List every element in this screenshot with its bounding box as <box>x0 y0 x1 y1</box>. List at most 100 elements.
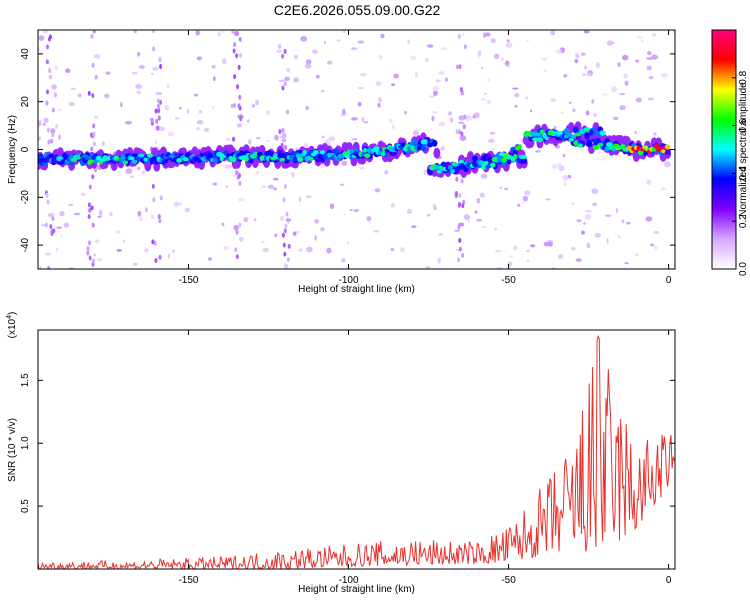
noise-speck <box>306 246 313 253</box>
noise-speck <box>274 233 278 238</box>
noise-column-speck <box>46 127 50 133</box>
noise-speck <box>278 79 286 82</box>
noise-column-speck <box>154 108 158 114</box>
noise-speck <box>400 247 405 253</box>
noise-speck <box>635 97 642 103</box>
heatmap-cell <box>577 143 583 148</box>
noise-column-speck <box>457 129 461 135</box>
noise-speck <box>448 111 452 116</box>
noise-speck <box>261 185 267 188</box>
plot-frame <box>37 329 676 570</box>
noise-speck <box>243 216 249 223</box>
heatmap-cell <box>199 152 204 157</box>
noise-speck <box>521 202 525 205</box>
noise-speck <box>594 232 601 238</box>
noise-speck <box>458 121 465 125</box>
noise-speck <box>327 60 333 65</box>
heatmap-cells <box>38 30 675 269</box>
heatmap-cell <box>636 145 641 151</box>
heatmap-cell <box>176 158 183 163</box>
noise-speck <box>314 218 320 224</box>
noise-speck <box>560 111 564 115</box>
noise-speck <box>336 39 341 42</box>
noise-speck <box>238 236 244 242</box>
noise-speck <box>358 167 366 170</box>
noise-speck <box>247 119 250 123</box>
noise-speck <box>480 173 488 179</box>
heatmap-cell <box>478 160 485 166</box>
noise-column-speck <box>47 265 51 269</box>
y-unit-base: (x10 <box>7 318 18 338</box>
noise-speck <box>320 163 325 169</box>
chart-title: C2E6.2026.055.09.00.G22 <box>274 2 441 18</box>
noise-speck <box>294 54 298 60</box>
noise-speck <box>150 72 154 75</box>
noise-speck <box>315 74 320 79</box>
noise-speck <box>423 169 426 175</box>
noise-speck <box>494 227 498 231</box>
noise-speck <box>166 82 170 89</box>
heatmap-cell <box>530 131 537 136</box>
noise-speck <box>583 222 587 225</box>
noise-speck <box>623 73 628 79</box>
noise-speck <box>196 56 203 61</box>
heatmap-cell <box>313 149 319 155</box>
noise-speck <box>304 64 312 69</box>
noise-speck <box>329 203 335 210</box>
noise-speck <box>51 84 57 90</box>
heatmap-cell <box>664 144 671 150</box>
noise-speck <box>426 57 429 63</box>
heatmap-cell <box>84 155 90 160</box>
noise-column-speck <box>463 44 467 50</box>
noise-speck <box>580 230 586 235</box>
plot-area <box>38 330 675 569</box>
noise-column-speck <box>90 33 94 39</box>
y-tick-label: 0.5 <box>20 499 31 513</box>
noise-speck <box>512 87 519 90</box>
heatmap-cell <box>501 157 507 163</box>
noise-speck <box>283 263 288 269</box>
noise-speck <box>172 249 175 254</box>
x-tick-label: -100 <box>338 575 358 586</box>
noise-speck <box>438 71 445 76</box>
noise-speck <box>50 128 56 134</box>
noise-column-speck <box>283 48 287 54</box>
noise-speck <box>198 110 203 114</box>
noise-speck <box>279 215 285 221</box>
noise-speck <box>459 135 467 141</box>
noise-speck <box>233 30 240 37</box>
noise-column-speck <box>283 251 287 257</box>
heatmap-cell <box>373 146 380 152</box>
noise-speck <box>412 130 420 136</box>
noise-speck <box>377 102 381 108</box>
noise-column-speck <box>232 102 236 108</box>
noise-speck <box>617 62 621 68</box>
noise-column-speck <box>91 93 95 99</box>
noise-column-speck <box>45 192 49 198</box>
noise-speck <box>562 153 566 158</box>
heatmap-cell <box>481 164 487 170</box>
heatmap-cell <box>664 148 671 156</box>
noise-speck <box>426 44 434 48</box>
noise-speck <box>109 211 113 216</box>
heatmap-cell <box>137 153 145 158</box>
heatmap-cell <box>490 162 496 168</box>
noise-speck <box>611 86 618 93</box>
noise-speck <box>500 57 505 62</box>
noise-speck <box>474 210 478 214</box>
noise-column-speck <box>237 64 241 70</box>
noise-speck <box>664 161 671 168</box>
noise-speck <box>373 230 379 233</box>
heatmap-cell <box>536 137 544 143</box>
noise-speck <box>212 106 215 109</box>
y-unit-close: ) <box>7 312 18 315</box>
noise-speck <box>390 83 396 87</box>
noise-speck <box>494 249 502 253</box>
noise-speck <box>427 213 431 217</box>
heatmap-cell <box>89 159 94 164</box>
noise-speck <box>645 216 653 222</box>
noise-speck <box>136 90 141 95</box>
heatmap-cell <box>513 154 518 160</box>
noise-column-speck <box>458 201 462 207</box>
noise-speck <box>647 97 654 101</box>
